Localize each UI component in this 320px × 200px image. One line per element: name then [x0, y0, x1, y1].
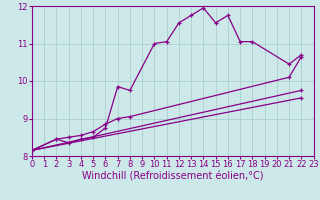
X-axis label: Windchill (Refroidissement éolien,°C): Windchill (Refroidissement éolien,°C) — [82, 172, 264, 182]
